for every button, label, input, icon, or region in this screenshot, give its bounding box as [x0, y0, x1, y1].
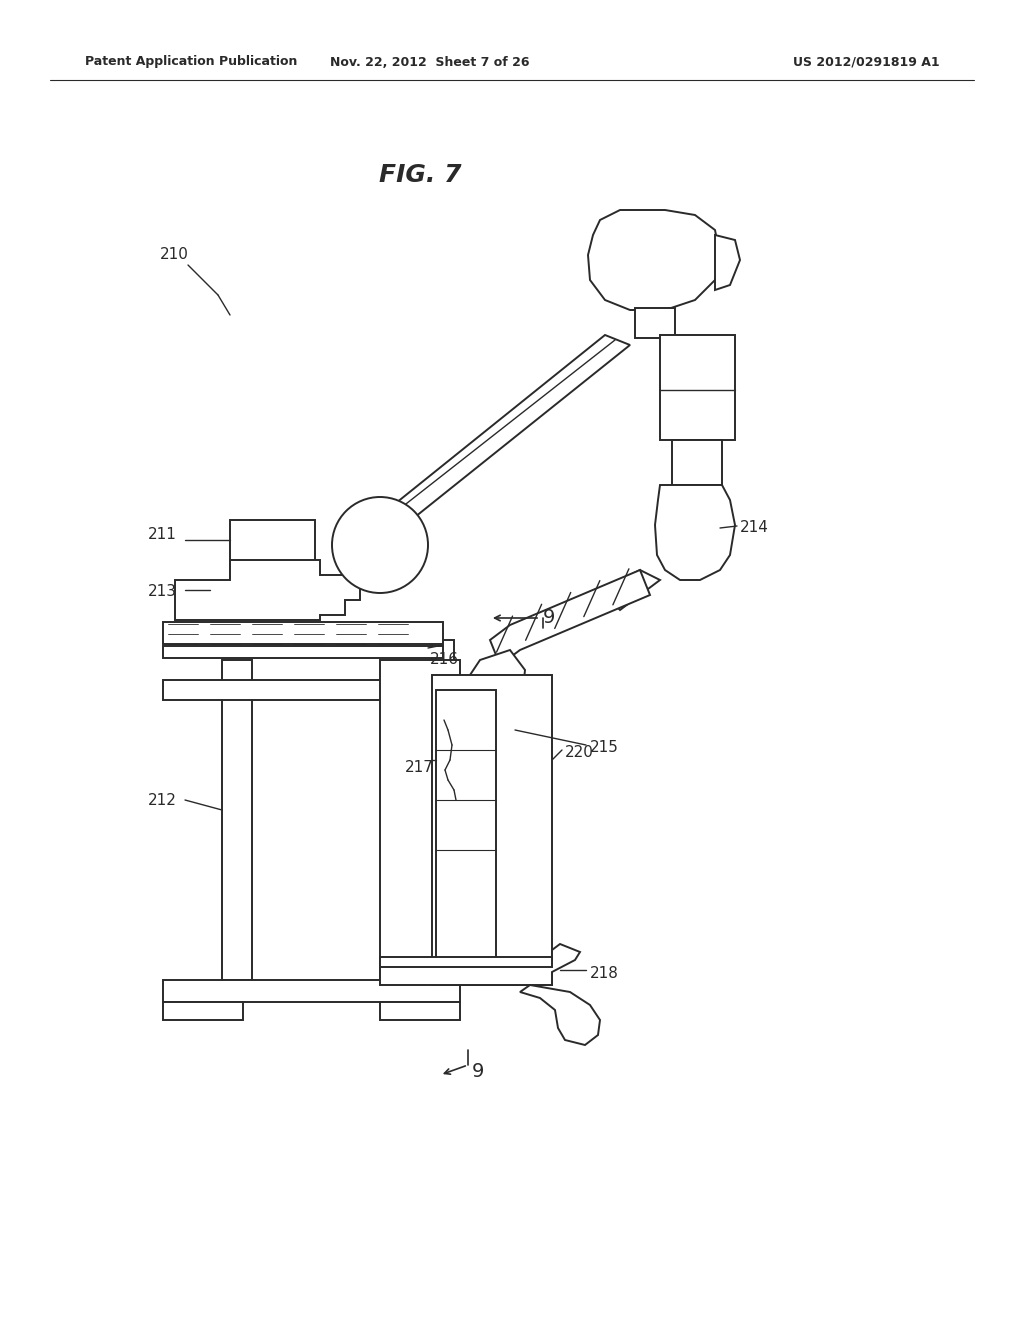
Text: 9: 9 [472, 1063, 484, 1081]
Polygon shape [588, 210, 720, 310]
Text: 220: 220 [565, 744, 594, 760]
Text: 213: 213 [148, 583, 177, 599]
Polygon shape [472, 729, 510, 762]
Text: 210: 210 [160, 247, 188, 261]
Polygon shape [490, 570, 650, 665]
Text: 212: 212 [148, 793, 177, 808]
Text: Patent Application Publication: Patent Application Publication [85, 55, 297, 69]
Polygon shape [600, 570, 660, 610]
Bar [672, 440, 722, 484]
Bar [432, 640, 454, 675]
Circle shape [332, 498, 428, 593]
Bar [432, 675, 552, 985]
Bar [163, 1002, 243, 1020]
Polygon shape [350, 335, 630, 545]
Polygon shape [175, 554, 360, 620]
Bar [635, 308, 675, 338]
Bar [230, 520, 315, 590]
Text: 211: 211 [148, 527, 177, 543]
Text: 218: 218 [590, 966, 618, 981]
Polygon shape [655, 484, 735, 579]
Text: 214: 214 [740, 520, 769, 535]
Bar [222, 660, 252, 979]
Text: US 2012/0291819 A1: US 2012/0291819 A1 [794, 55, 940, 69]
Polygon shape [715, 235, 740, 290]
Text: 217: 217 [406, 760, 434, 775]
Polygon shape [470, 649, 525, 730]
Text: Nov. 22, 2012  Sheet 7 of 26: Nov. 22, 2012 Sheet 7 of 26 [331, 55, 529, 69]
Bar [380, 957, 552, 968]
Bar [163, 622, 443, 644]
Bar [163, 979, 460, 1002]
Polygon shape [520, 985, 600, 1045]
Bar [163, 645, 443, 657]
Bar [380, 660, 460, 979]
Bar [163, 680, 443, 700]
Bar [436, 690, 496, 960]
Polygon shape [380, 944, 580, 985]
Bar [660, 335, 735, 440]
Text: 215: 215 [590, 741, 618, 755]
Text: 216: 216 [430, 652, 459, 667]
Text: 9: 9 [543, 609, 555, 627]
Text: FIG. 7: FIG. 7 [379, 162, 461, 187]
Bar [380, 1002, 460, 1020]
